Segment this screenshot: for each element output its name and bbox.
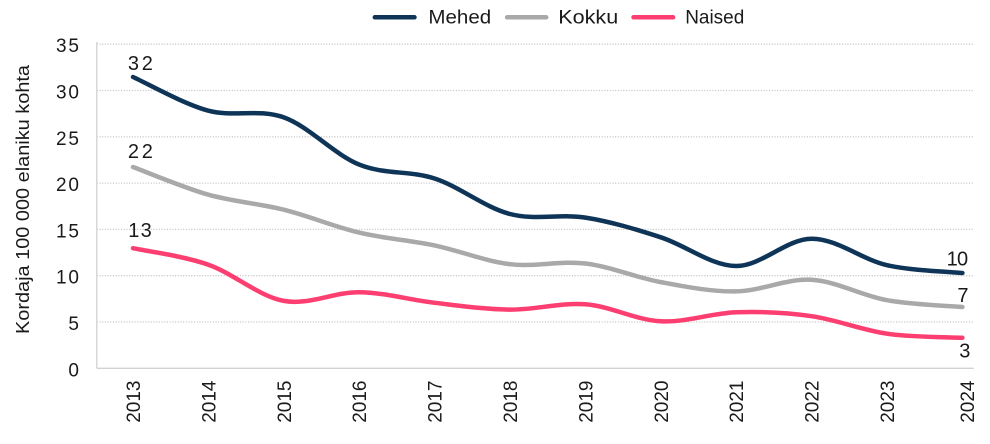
svg-text:13: 13 [128,220,152,242]
svg-text:35: 35 [56,36,79,57]
svg-text:2019: 2019 [576,381,597,423]
svg-text:2017: 2017 [426,381,447,423]
svg-text:Naised: Naised [685,7,744,28]
svg-text:0: 0 [68,360,79,381]
svg-text:2024: 2024 [958,380,979,423]
svg-text:Kokku: Kokku [558,7,618,28]
svg-text:7: 7 [957,285,968,307]
svg-text:2021: 2021 [727,381,748,423]
svg-text:2016: 2016 [350,381,371,423]
svg-text:Kordaja 100 000 elaniku kohta: Kordaja 100 000 elaniku kohta [13,64,33,334]
svg-text:2015: 2015 [275,381,296,423]
svg-text:15: 15 [56,221,79,242]
svg-text:2023: 2023 [878,381,899,423]
svg-text:2013: 2013 [124,381,145,423]
svg-text:10: 10 [56,268,79,289]
svg-text:2018: 2018 [501,381,522,423]
svg-text:10: 10 [947,248,969,270]
svg-text:25: 25 [56,129,79,150]
svg-text:5: 5 [68,314,79,335]
svg-text:20: 20 [56,175,79,196]
svg-text:Mehed: Mehed [428,7,491,28]
svg-text:2020: 2020 [652,381,673,423]
svg-text:3: 3 [959,340,970,362]
svg-text:2014: 2014 [199,380,220,423]
svg-text:30: 30 [56,83,79,104]
svg-text:2022: 2022 [803,381,824,423]
